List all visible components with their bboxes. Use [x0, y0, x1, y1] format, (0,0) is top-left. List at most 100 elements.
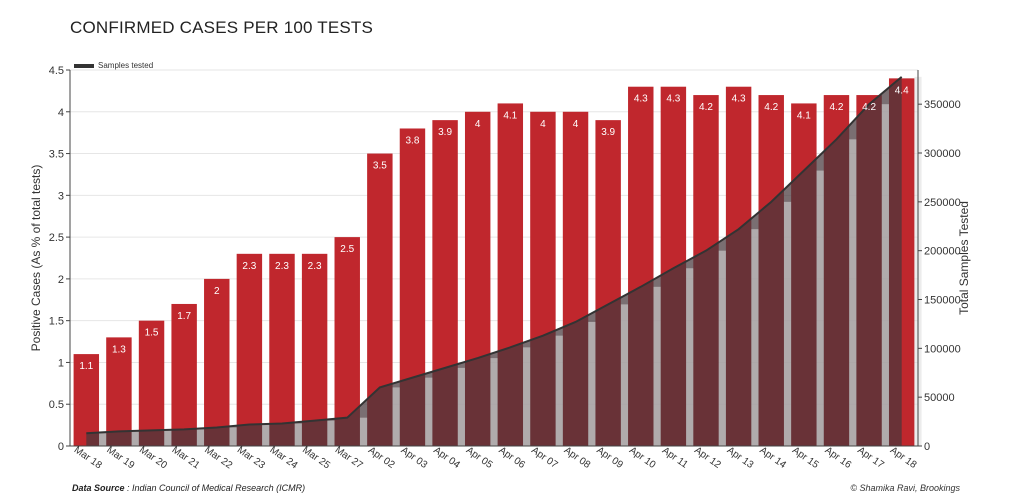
legend-swatch	[74, 63, 94, 68]
x-tick-label: Mar 21	[170, 445, 202, 472]
x-tick-label: Apr 16	[823, 445, 854, 471]
area-gap	[99, 433, 107, 446]
x-tick-label: Mar 18	[72, 445, 104, 472]
x-tick-label: Mar 22	[202, 445, 234, 472]
area-gap	[588, 321, 596, 446]
bar-value-label: 4.1	[797, 110, 811, 121]
x-tick-label: Apr 03	[399, 445, 430, 471]
y-tick-label: 0	[58, 441, 64, 453]
y2-tick-label: 200000	[924, 246, 961, 258]
bar-value-label: 4.2	[764, 102, 778, 113]
area-gap	[620, 304, 629, 446]
x-tick-label: Apr 14	[757, 445, 788, 471]
x-tick-label: Apr 18	[888, 445, 919, 471]
x-tick-label: Apr 04	[431, 445, 462, 471]
x-tick-label: Mar 20	[137, 445, 169, 472]
bar	[204, 278, 230, 446]
area-gap	[196, 429, 205, 446]
area-gap	[294, 423, 302, 446]
legend-label: Samples tested	[98, 61, 154, 70]
bar-value-label: 3.8	[406, 135, 420, 146]
area-gap	[392, 387, 400, 446]
x-tick-label: Apr 06	[497, 445, 528, 471]
area-gap	[849, 139, 857, 446]
area-gap	[783, 201, 792, 446]
bar-value-label: 2.3	[308, 261, 322, 272]
bar-value-label: 3.9	[601, 127, 615, 138]
y2-tick-label: 300000	[924, 148, 961, 160]
bar-value-label: 4	[475, 119, 481, 130]
bar-value-label: 2.3	[275, 261, 289, 272]
bar-value-label: 3.9	[438, 127, 452, 138]
y2-tick-label: 150000	[924, 295, 961, 307]
y2-tick-label: 0	[924, 441, 930, 453]
bar-value-label: 4.3	[666, 94, 680, 105]
area-gap	[555, 335, 563, 446]
y-tick-label: 3.5	[49, 149, 64, 161]
area-gap	[881, 104, 889, 446]
bar	[106, 337, 132, 446]
bar-value-label: 4.4	[895, 85, 909, 96]
area-gap	[327, 420, 335, 446]
bar-value-label: 4	[573, 119, 579, 130]
bar-value-label: 4.3	[732, 94, 746, 105]
samples-area-fill	[86, 76, 902, 446]
y-tick-label: 0.5	[49, 399, 64, 411]
x-tick-label: Apr 02	[366, 445, 397, 471]
bar-value-label: 2	[214, 286, 220, 297]
y-tick-label: 3	[58, 190, 64, 202]
x-tick-label: Apr 11	[660, 445, 690, 471]
area-gap	[425, 377, 433, 446]
y-tick-label: 2	[58, 274, 64, 286]
area-gap	[164, 430, 172, 446]
samples-line	[86, 76, 903, 435]
area-gap	[359, 417, 368, 446]
legend[interactable]: Samples tested	[74, 61, 153, 70]
area-gap	[229, 427, 237, 446]
bar-value-label: 1.1	[79, 361, 93, 372]
bar-value-label: 4.2	[862, 102, 876, 113]
bar-value-label: 4.3	[634, 94, 648, 105]
x-tick-label: Mar 24	[268, 445, 300, 472]
bar	[73, 354, 100, 446]
data-source: Data Source : Indian Council of Medical …	[72, 483, 305, 493]
bar	[236, 253, 263, 446]
bar-value-label: 3.5	[373, 161, 387, 172]
x-tick-label: Mar 27	[333, 445, 365, 472]
area-gap	[816, 170, 824, 446]
area-gap	[131, 431, 139, 446]
y-tick-label: 2.5	[49, 232, 64, 244]
bar-labels: 1.1 1.3 1.5 1.7 2 2.3 2.3 2.3 2.5 3.5 3.8 3.9 4 4.1 4 4…	[79, 85, 909, 372]
y2-tick-label: 350000	[924, 99, 961, 111]
y-tick-label: 1.5	[49, 316, 64, 328]
area-gap	[457, 367, 465, 446]
bar	[301, 253, 328, 446]
x-tick-label: Apr 07	[529, 445, 560, 471]
y2-tick-label: 100000	[924, 343, 961, 355]
bar-value-label: 1.3	[112, 344, 126, 355]
bar	[138, 320, 165, 446]
area-gap	[262, 424, 270, 446]
credit: © Shamika Ravi, Brookings	[850, 483, 960, 493]
y-tick-label: 4	[58, 107, 64, 119]
x-tick-label: Apr 05	[464, 445, 495, 471]
y-tick-label: 1	[58, 357, 64, 369]
chart-title: CONFIRMED CASES PER 100 TESTS	[70, 18, 374, 37]
bar-value-label: 4.2	[699, 102, 713, 113]
y2-tick-label: 250000	[924, 197, 961, 209]
x-tick-label: Mar 25	[300, 445, 332, 472]
bar-value-label: 2.3	[242, 261, 256, 272]
area-gap	[718, 250, 726, 446]
y2-tick-label: 50000	[924, 392, 955, 404]
area-gap	[653, 286, 661, 446]
bar-value-label: 1.7	[177, 311, 191, 322]
bar-value-label: 2.5	[340, 244, 354, 255]
x-tick-label: Apr 09	[594, 445, 625, 471]
x-tick-label: Apr 15	[790, 445, 821, 471]
x-tick-label: Apr 08	[562, 445, 593, 471]
bar	[171, 303, 197, 446]
x-tick-label: Mar 19	[104, 445, 136, 472]
bar	[269, 253, 295, 446]
x-tick-label: Apr 17	[855, 445, 886, 471]
